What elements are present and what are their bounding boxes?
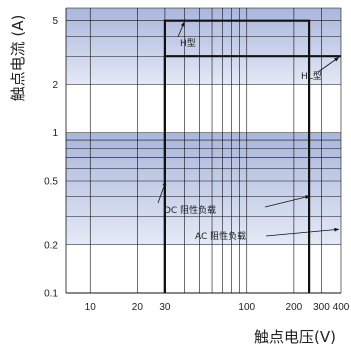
annotation-dc-right-leader: [264, 195, 311, 208]
band-top: [66, 8, 341, 85]
annotation-hl-label: HL型: [301, 71, 322, 82]
annotation-hl-arrowhead: [334, 57, 339, 62]
x-tick-label: 400: [333, 302, 350, 313]
y-tick-label: 2: [52, 80, 58, 91]
x-tick-label: 30: [159, 302, 171, 313]
annotation-h-label: H型: [180, 38, 196, 49]
x-tick-labels: 10 20 30 100 200 300 400: [85, 302, 350, 313]
series-line-1: [163, 55, 341, 293]
x-tick-label: 200: [286, 302, 303, 313]
annotation-dc-right-arrowhead: [305, 195, 311, 199]
y-tick-label: 0.1: [44, 289, 58, 300]
x-axis-title: 触点电压(V): [254, 328, 336, 346]
annotation-ac-arrowhead: [334, 227, 339, 232]
y-axis-title: 触点电流 (A): [9, 15, 27, 102]
x-tick-label: 20: [132, 302, 144, 313]
annotation-dc-label: DC 阻性负载: [164, 204, 216, 216]
y-tick-label: 0.2: [44, 240, 58, 251]
x-tick-label: 10: [85, 302, 97, 313]
y-tick-label: 0.5: [44, 176, 58, 187]
y-tick-label: 5: [52, 16, 58, 27]
annotation-ac-label: AC 阻性负载: [195, 230, 246, 242]
y-tick-label: 1: [52, 128, 58, 139]
rating-curves: [163, 19, 341, 293]
y-tick-labels: 5 2 1 0.5 0.2 0.1: [44, 16, 58, 299]
x-tick-label: 100: [238, 302, 255, 313]
annotations: H型 HL型 DC 阻性负载 AC 阻性负载: [157, 21, 340, 242]
band-middle: [66, 132, 341, 245]
annotation-dc-arrowhead: [162, 180, 167, 186]
x-tick-label: 300: [313, 302, 330, 313]
annotation-h-arrowhead: [180, 21, 185, 27]
annotation-ac-leader: [265, 228, 340, 237]
